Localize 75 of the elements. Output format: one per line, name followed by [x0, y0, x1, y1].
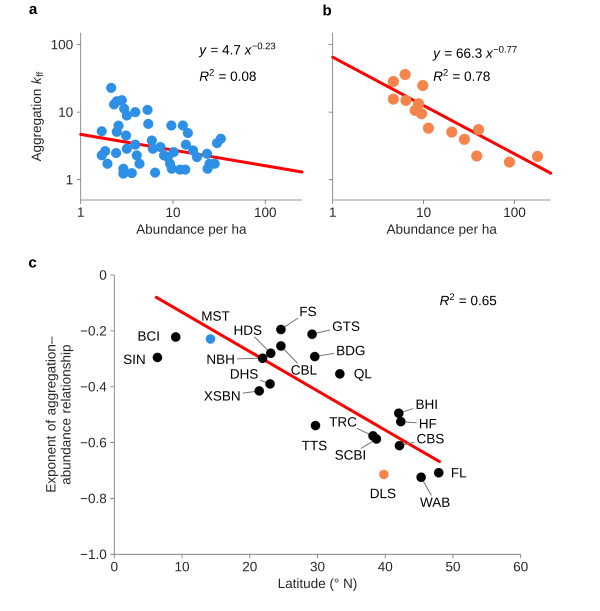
x-axis-title: Abundance per ha [386, 224, 497, 237]
annotation: XSBN [204, 391, 240, 401]
annotation: FS [300, 306, 316, 316]
x-tick-label: 40 [378, 562, 392, 572]
point [310, 420, 320, 430]
y-tick-label: −0.2 [80, 326, 106, 336]
x-tick-label: 0 [111, 562, 118, 572]
x-tick-label: 60 [514, 562, 528, 572]
point [258, 353, 268, 363]
y-tick-label: 100 [52, 40, 73, 50]
y-tick-label: −0.6 [80, 438, 106, 448]
x-tick-label: 10 [166, 208, 180, 218]
annotation: WAB [420, 498, 450, 507]
x-tick-label: 100 [504, 208, 526, 218]
annotation: HDS [234, 325, 262, 335]
point [266, 348, 276, 358]
chart-title: a [29, 6, 38, 14]
point [379, 470, 389, 480]
point [396, 416, 406, 426]
annotation: MST [202, 311, 230, 321]
point [170, 332, 180, 342]
annotation: CBL [291, 365, 317, 375]
annotation: SIN [124, 354, 145, 364]
annotation: y = 4.7 x$^{−0.23}$ [198, 42, 276, 58]
point [265, 379, 275, 389]
annotation: CBS [417, 434, 444, 444]
annotation: SCBI [335, 450, 365, 460]
annotation: R$^{2}$ = 0.65 [440, 293, 496, 306]
point [394, 440, 404, 450]
point [152, 352, 162, 362]
annotation: BCI [138, 331, 159, 341]
chart-title: c [29, 259, 36, 268]
point [276, 341, 286, 351]
x-tick-label: 100 [255, 208, 276, 218]
point [434, 468, 444, 478]
annotation: DHS [230, 369, 258, 379]
point [335, 369, 345, 379]
annotation: GTS [332, 321, 360, 331]
point [254, 386, 264, 396]
x-tick-label: 1 [330, 208, 336, 217]
point [206, 334, 216, 344]
x-tick-label: 10 [176, 562, 190, 572]
x-axis-title: Latitude (° N) [278, 578, 356, 591]
point [276, 324, 286, 334]
x-tick-label: 10 [417, 208, 431, 218]
annotation: FL [452, 468, 466, 478]
point [310, 352, 320, 362]
y-axis-title: Exponent of aggregation–abundance relationship [46, 336, 74, 492]
annotation: BHI [416, 400, 437, 409]
point [394, 408, 404, 418]
y-tick-label: −0.4 [80, 382, 106, 392]
annotation: HF [420, 418, 436, 428]
annotation: R$^{2}$ = 0.08 [200, 69, 256, 81]
point [416, 472, 426, 482]
point [372, 434, 382, 444]
y-tick-label: 0 [100, 270, 106, 280]
annotation: DLS [370, 488, 396, 498]
x-tick-label: 50 [446, 562, 460, 572]
annotation: R$^{2}$ = 0.78 [434, 69, 490, 81]
annotation: QL [354, 368, 372, 381]
y-tick-label: 10 [59, 107, 73, 117]
point [307, 329, 317, 339]
y-tick-label: −0.8 [80, 494, 106, 504]
x-axis-title: Abundance per ha [136, 224, 246, 237]
y-axis-title: Aggregation k$_{ff}$ [31, 72, 44, 162]
y-tick-label: 1 [66, 175, 73, 184]
x-tick-label: 20 [242, 562, 257, 572]
annotation: TTS [302, 440, 327, 450]
x-tick-label: 30 [310, 562, 324, 572]
annotation: TRC [329, 417, 356, 427]
annotation: y = 66.3 x$^{−0.77}$ [432, 46, 517, 61]
annotation: BDG [337, 346, 364, 356]
chart-title: b [323, 4, 332, 16]
annotation: NBH [207, 354, 234, 364]
y-tick-label: −1.0 [80, 550, 106, 560]
